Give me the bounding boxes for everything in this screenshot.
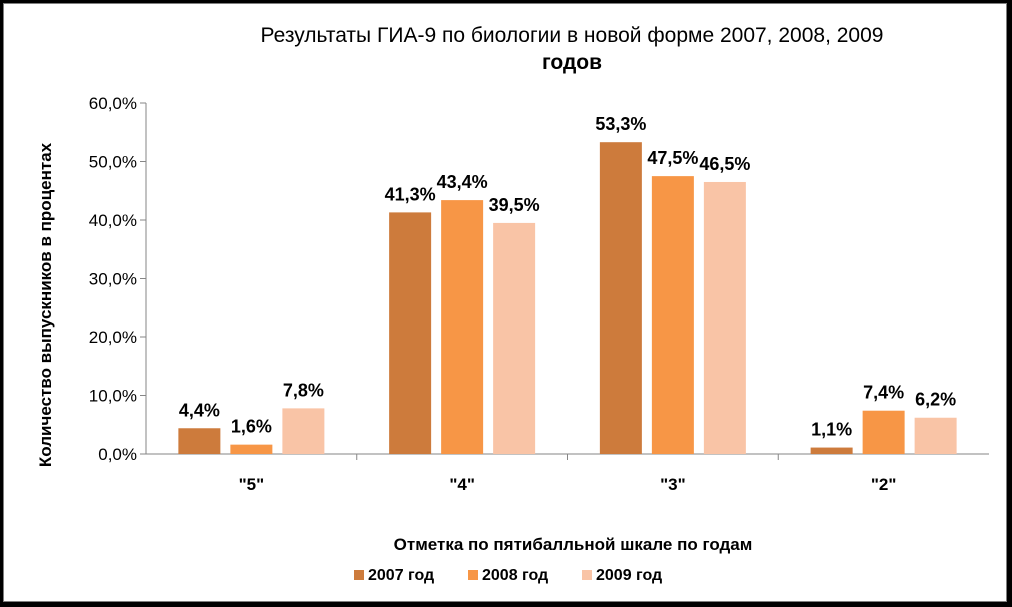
x-tick-label: "2" [871,475,897,494]
x-tick-label: "5" [239,475,265,494]
bar [599,142,642,454]
data-label: 41,3% [385,184,436,204]
bar [862,410,905,454]
bar [389,212,432,454]
data-label: 1,1% [811,420,852,440]
data-label: 7,8% [283,380,324,400]
x-axis-title: Отметка по пятибалльной шкале по годам [394,535,753,554]
bars: 4,4% 1,6% 7,8% 41,3%43,4%39,5% 53,3%47,5% 46,… [178,114,957,454]
y-tick-label: 60,0% [89,94,137,113]
bar-chart: Результаты ГИА-9 по биологии в новой фор… [36,24,989,584]
y-tick-label: 0,0% [98,445,137,464]
legend-swatch [354,570,364,580]
y-tick-label: 50,0% [89,153,137,172]
legend-label: 2009 год [596,567,662,584]
y-tick-label: 10,0% [89,387,137,406]
legend-label: 2007 год [368,567,434,584]
bar [810,447,853,454]
chart-area: Результаты ГИА-9 по биологии в новой фор… [3,3,1007,602]
bar [282,408,325,454]
axes: 0,0% 10,0% 20,0% 30,0% 40,0% 50,0% 60,0% "5" "4"… [89,94,989,494]
data-label: 6,2% [915,390,956,410]
chart-title-line1: Результаты ГИА-9 по биологии в новой фор… [261,24,884,47]
data-label: 1,6% [231,417,272,437]
bar [914,417,957,454]
data-label: 53,3% [595,114,646,134]
data-label: 39,5% [489,195,540,215]
y-axis-title: Количество выпускников в процентах [36,142,55,467]
bar [703,181,746,454]
legend-swatch [582,570,592,580]
x-tick-label: "4" [449,475,475,494]
bar [651,176,694,454]
y-tick-label: 40,0% [89,211,137,230]
bar [441,200,484,454]
x-tick-label: "3" [660,475,686,494]
bar [178,428,221,454]
data-label: 4,4% [179,400,220,420]
data-label: 7,4% [863,383,904,403]
y-tick-label: 20,0% [89,328,137,347]
data-label: 47,5% [647,148,698,168]
legend-swatch [468,570,478,580]
bar [230,444,273,454]
data-label: 46,5% [699,154,750,174]
data-label: 43,4% [437,172,488,192]
legend: 2007 год 2008 год 2009 год [354,567,662,584]
legend-label: 2008 год [482,567,548,584]
y-tick-label: 30,0% [89,270,137,289]
bar [493,222,536,454]
chart-title-line2: годов [542,51,602,74]
